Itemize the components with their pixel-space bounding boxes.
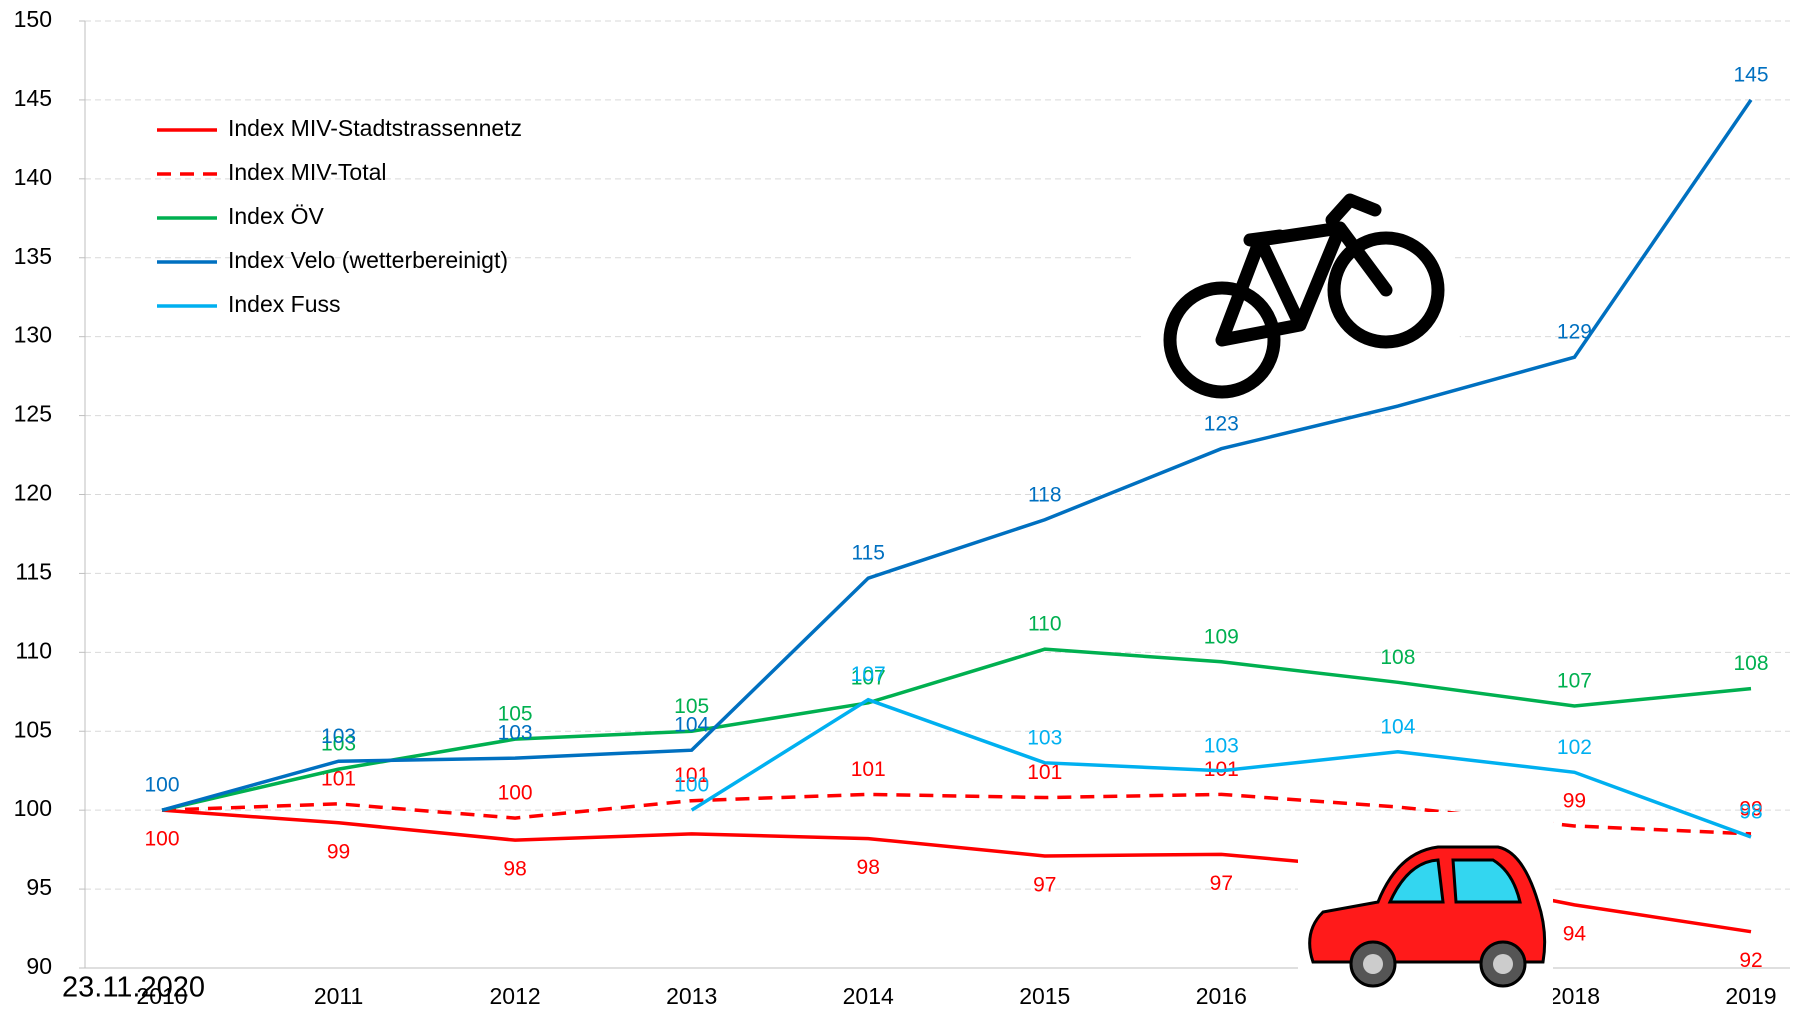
y-tick-label: 140 xyxy=(14,164,52,190)
y-tick-label: 110 xyxy=(15,637,52,663)
data-label: 92 xyxy=(1739,949,1762,972)
x-tick-label: 2019 xyxy=(1725,983,1776,1009)
series-line xyxy=(162,100,1751,810)
data-label: 107 xyxy=(1557,670,1592,693)
y-tick-label: 95 xyxy=(26,874,52,900)
data-label: 145 xyxy=(1733,63,1768,86)
y-tick-label: 125 xyxy=(14,401,52,427)
data-label: 98 xyxy=(1739,801,1762,824)
car-icon xyxy=(1298,812,1553,1012)
y-tick-label: 105 xyxy=(14,716,52,742)
data-label: 97 xyxy=(1033,873,1056,896)
data-label: 100 xyxy=(498,782,533,805)
y-tick-label: 115 xyxy=(15,558,52,584)
data-label: 123 xyxy=(1204,412,1239,435)
x-tick-label: 2012 xyxy=(490,983,541,1009)
data-label: 97 xyxy=(1210,872,1233,895)
y-tick-label: 130 xyxy=(14,322,52,348)
legend-label: Index Fuss xyxy=(228,291,341,317)
data-label: 108 xyxy=(1733,652,1768,675)
chart: 90 95 100 105 110 115 120 125 130 135 140 145 150 201… xyxy=(0,0,1797,1013)
x-tick-label: 2014 xyxy=(843,983,894,1009)
data-label: 118 xyxy=(1028,483,1061,506)
data-label: 101 xyxy=(851,758,886,781)
data-label: 100 xyxy=(144,774,179,797)
data-label: 104 xyxy=(1380,715,1415,738)
data-label: 109 xyxy=(1204,625,1239,648)
x-tick-label: 2015 xyxy=(1019,983,1070,1009)
data-label: 100 xyxy=(674,774,709,797)
y-tick-label: 100 xyxy=(14,795,52,821)
y-tick-label: 135 xyxy=(14,243,52,269)
data-label: 110 xyxy=(1028,613,1061,636)
data-label: 103 xyxy=(498,722,533,745)
data-label: 100 xyxy=(144,828,179,851)
data-label: 94 xyxy=(1563,922,1587,945)
y-tick-label: 120 xyxy=(14,480,52,506)
y-tick-label: 150 xyxy=(14,6,52,32)
data-label: 102 xyxy=(1557,736,1592,759)
x-tick-label: 2018 xyxy=(1549,983,1600,1009)
y-tick-label: 90 xyxy=(26,953,52,979)
x-tick-label: 2013 xyxy=(666,983,717,1009)
x-tick-label: 2011 xyxy=(314,983,363,1009)
data-label: 104 xyxy=(674,714,709,737)
data-label: 99 xyxy=(327,840,350,863)
y-tick-label: 145 xyxy=(14,85,52,111)
data-label: 99 xyxy=(1563,789,1586,812)
data-label: 103 xyxy=(321,725,356,748)
legend-label: Index Velo (wetterbereinigt) xyxy=(228,247,508,273)
bicycle-icon xyxy=(1130,183,1464,415)
data-label: 98 xyxy=(503,858,526,881)
data-label: 107 xyxy=(851,663,886,686)
legend-label: Index ÖV xyxy=(228,203,325,229)
date-label: 23.11.2020 xyxy=(62,972,205,1004)
data-label: 108 xyxy=(1380,646,1415,669)
data-label: 129 xyxy=(1557,321,1592,344)
data-label: 115 xyxy=(851,542,884,565)
data-label: 98 xyxy=(857,856,880,879)
data-label: 103 xyxy=(1027,726,1062,749)
legend-label: Index MIV-Total xyxy=(228,159,387,185)
x-tick-label: 2016 xyxy=(1196,983,1247,1009)
legend-label: Index MIV-Stadtstrassennetz xyxy=(228,115,522,141)
data-label: 103 xyxy=(1204,734,1239,757)
